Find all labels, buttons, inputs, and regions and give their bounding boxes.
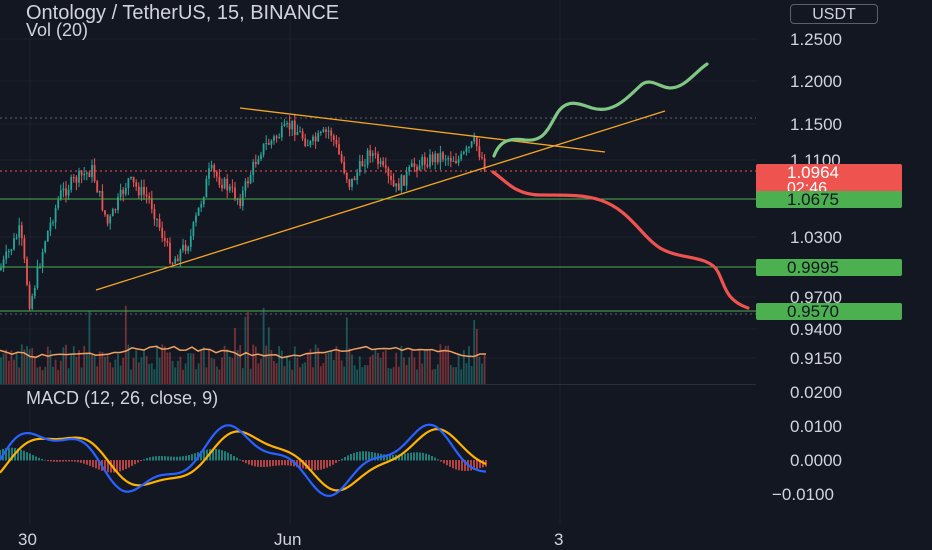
macd-histogram [0, 447, 487, 473]
price-tick: 0.9700 [790, 288, 842, 307]
macd-tick: 0.0200 [790, 383, 842, 402]
time-label: 30 [18, 530, 37, 549]
macd-indicator-label[interactable]: MACD (12, 26, close, 9) [26, 388, 219, 408]
candlesticks [0, 113, 486, 311]
macd-line [0, 423, 487, 498]
macd-tick: 0.0100 [790, 417, 842, 436]
macd-tick: −0.0100 [772, 485, 834, 504]
time-label: 3 [554, 530, 563, 549]
level-badge-1: 1.0675 [756, 190, 902, 209]
level-badge-3: 0.9570 [756, 302, 902, 321]
volume-ma-line [0, 345, 486, 359]
bearish-projection-path[interactable] [491, 170, 750, 310]
time-label: Jun [274, 530, 301, 549]
price-tick: 1.2000 [790, 72, 842, 91]
macd-tick: 0.0000 [790, 451, 842, 470]
macd-axis[interactable]: 0.0200 0.0100 0.0000 −0.0100 [772, 383, 842, 504]
price-tick: 0.9150 [790, 349, 842, 368]
current-price-badge: 1.0964 02:46 [756, 163, 902, 197]
volume-bars [0, 305, 486, 384]
price-tick: 1.2500 [790, 30, 842, 49]
currency-button[interactable]: USDT [790, 4, 878, 24]
price-tick: 0.9400 [790, 320, 842, 339]
descending-trendline[interactable] [239, 107, 606, 153]
chart-grid [0, 0, 756, 525]
level-value: 0.9995 [787, 258, 839, 277]
level-value: 1.0675 [787, 190, 839, 209]
bullish-projection-path[interactable] [492, 62, 709, 158]
volume-indicator-label[interactable]: Vol (20) [26, 20, 89, 40]
current-price-value: 1.0964 [787, 163, 839, 182]
level-badge-2: 0.9995 [756, 258, 902, 277]
ascending-trendline[interactable] [95, 110, 666, 291]
pane-separator[interactable] [0, 384, 756, 385]
price-tick: 1.1500 [790, 115, 842, 134]
price-tick: 1.0300 [790, 228, 842, 247]
symbol-title[interactable]: Ontology / TetherUS, 15, BINANCE [26, 2, 340, 24]
time-axis[interactable]: 30 Jun 3 [18, 530, 563, 549]
level-value: 0.9570 [787, 302, 839, 321]
